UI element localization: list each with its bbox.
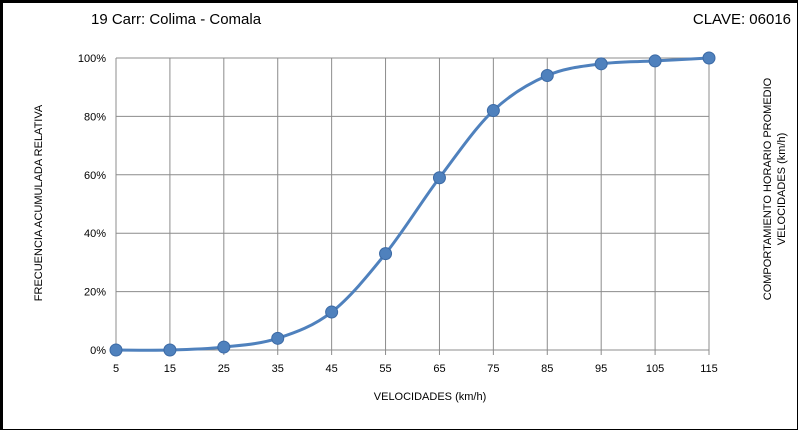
data-point <box>217 340 231 354</box>
data-point <box>648 54 662 68</box>
y-axis-label: FRECUENCIA ACUMULADA RELATIVA <box>33 104 45 301</box>
data-point <box>432 171 446 185</box>
y-tick-label: 60% <box>84 170 106 182</box>
y-tick-label: 80% <box>84 111 106 123</box>
data-points <box>109 51 716 357</box>
x-tick-label: 105 <box>646 363 664 375</box>
x-tick-label: 75 <box>487 363 499 375</box>
x-tick-label: 5 <box>113 363 119 375</box>
x-tick-label: 115 <box>700 363 718 375</box>
grid-lines <box>115 57 710 355</box>
chart-title: 19 Carr: Colima - Comala <box>91 11 262 28</box>
y-axis-ticks: 0% 20% 40% 60% 80% 100% <box>78 53 106 357</box>
x-axis-ticks: 5 15 25 35 45 55 65 75 85 95 105 115 <box>113 363 718 375</box>
x-tick-label: 55 <box>379 363 391 375</box>
data-point <box>271 331 285 345</box>
data-point <box>325 305 339 319</box>
right-label-line-2: VELOCIDADES (km/h) <box>776 133 788 245</box>
data-point <box>486 104 500 118</box>
data-point <box>540 69 554 83</box>
right-label-line-1: COMPORTAMIENTO HORARIO PROMEDIO <box>762 77 774 300</box>
y-tick-label: 100% <box>78 53 106 65</box>
x-tick-label: 85 <box>541 363 553 375</box>
y-tick-label: 40% <box>84 228 106 240</box>
station-code: CLAVE: 06016 <box>692 11 791 28</box>
x-tick-label: 45 <box>326 363 338 375</box>
series-line <box>115 56 710 352</box>
data-point <box>594 57 608 71</box>
data-point <box>163 343 177 357</box>
x-axis-label: VELOCIDADES (km/h) <box>374 391 486 403</box>
data-point <box>379 247 393 261</box>
y-tick-label: 20% <box>84 287 106 299</box>
data-point <box>702 51 716 65</box>
x-tick-label: 25 <box>218 363 230 375</box>
chart-svg: 0% 20% 40% 60% 80% 100% 5 15 25 35 45 55 65 75 85 95 10… <box>33 51 788 403</box>
x-tick-label: 15 <box>164 363 176 375</box>
x-tick-label: 35 <box>272 363 284 375</box>
y-tick-label: 0% <box>90 345 106 357</box>
x-tick-label: 65 <box>433 363 445 375</box>
x-tick-label: 95 <box>595 363 607 375</box>
data-point <box>109 343 123 357</box>
